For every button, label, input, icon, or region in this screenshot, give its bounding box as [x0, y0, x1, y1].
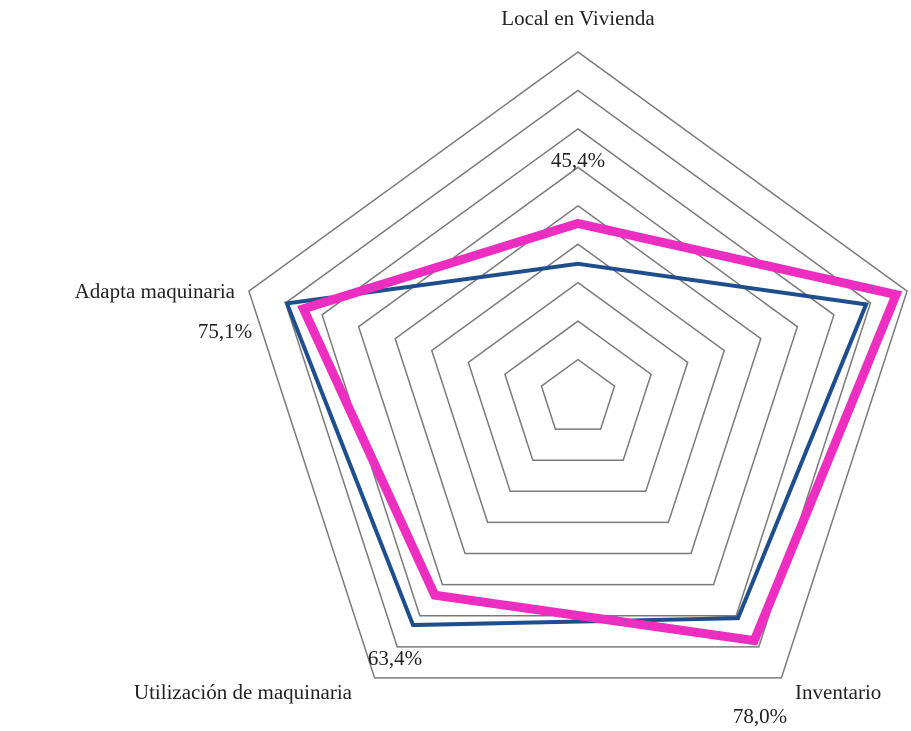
grid-ring: [394, 204, 762, 555]
category-label: Adapta maquinaria: [75, 279, 236, 303]
grid-ring: [503, 320, 653, 461]
series-area: [297, 218, 903, 646]
grid-ring: [430, 243, 726, 524]
grid-ring: [248, 51, 908, 679]
category-label: Local en Vivienda: [501, 6, 655, 30]
grid-ring: [467, 281, 689, 493]
grid-ring: [357, 166, 799, 586]
data-label: 75,1%: [198, 319, 252, 343]
data-label: 78,0%: [733, 704, 787, 728]
category-label: Inventario: [795, 680, 881, 704]
data-label: 63,4%: [368, 646, 422, 670]
data-label: 45,4%: [551, 148, 605, 172]
category-label: Utilización de maquinaria: [134, 680, 353, 704]
grid-ring: [540, 358, 616, 430]
grid-ring: [321, 127, 835, 617]
grid-ring: [284, 89, 872, 648]
